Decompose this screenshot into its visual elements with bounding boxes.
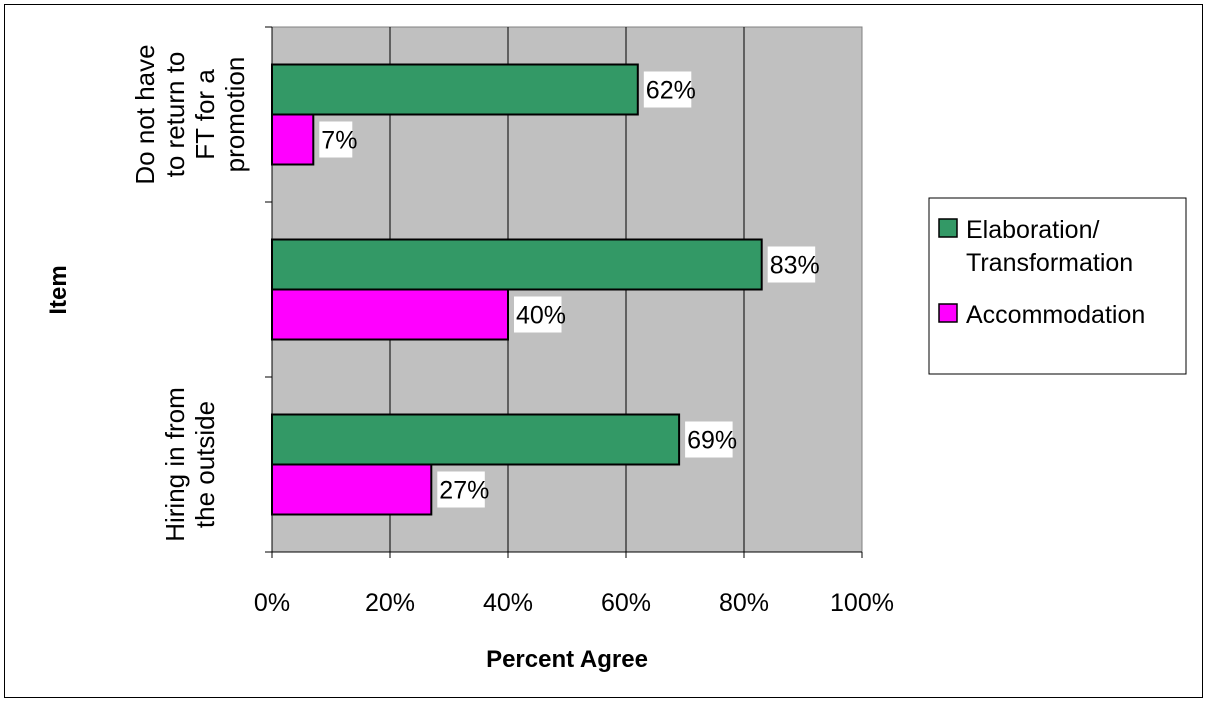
data-label: 27% <box>439 477 489 505</box>
data-label: 69% <box>687 427 737 455</box>
data-label-bg <box>437 471 485 508</box>
legend-label: Elaboration/ <box>966 216 1099 244</box>
x-tick-label: 20% <box>365 589 415 617</box>
data-label-bg <box>514 296 562 333</box>
bar-elaboration <box>271 238 763 291</box>
data-label: 83% <box>770 252 820 280</box>
category-label-line: promotion <box>220 57 250 173</box>
bar-accommodation <box>271 113 315 166</box>
bar-accommodation <box>271 463 433 516</box>
legend: Elaboration/Transformation Accommodation <box>928 197 1187 375</box>
data-label-bg <box>685 421 733 458</box>
legend-label: Transformation <box>966 249 1133 277</box>
data-label: 62% <box>646 77 696 105</box>
legend-label: Accommodation <box>966 301 1145 329</box>
bar-accommodation <box>271 288 509 341</box>
x-axis-title: Percent Agree <box>486 646 648 673</box>
legend-swatch <box>938 218 958 238</box>
x-tick-label: 40% <box>483 589 533 617</box>
x-tick-label: 0% <box>254 589 290 617</box>
legend-box <box>928 197 1187 375</box>
data-label-bg <box>319 121 353 158</box>
data-label-bg <box>767 246 816 283</box>
x-tick-label: 100% <box>830 589 894 617</box>
data-label: 40% <box>516 302 566 330</box>
y-axis-title: Item <box>45 265 72 314</box>
category-label-line: Hiring in from <box>160 387 190 542</box>
bar-elaboration <box>271 63 639 116</box>
bar-elaboration <box>271 413 681 466</box>
category-label: Hiring in fromthe outside <box>160 387 220 542</box>
category-label-line: to return to <box>160 52 190 178</box>
legend-swatch <box>938 303 958 323</box>
category-label: Do not haveto return toFT for apromotion <box>130 44 250 184</box>
x-tick-label: 60% <box>601 589 651 617</box>
category-label-line: the outside <box>190 401 220 528</box>
category-label-line: Do not have <box>130 44 160 184</box>
data-label: 7% <box>321 127 357 155</box>
x-tick-label: 80% <box>719 589 769 617</box>
data-label-bg <box>643 71 692 108</box>
category-label-line: FT for a <box>190 69 220 160</box>
